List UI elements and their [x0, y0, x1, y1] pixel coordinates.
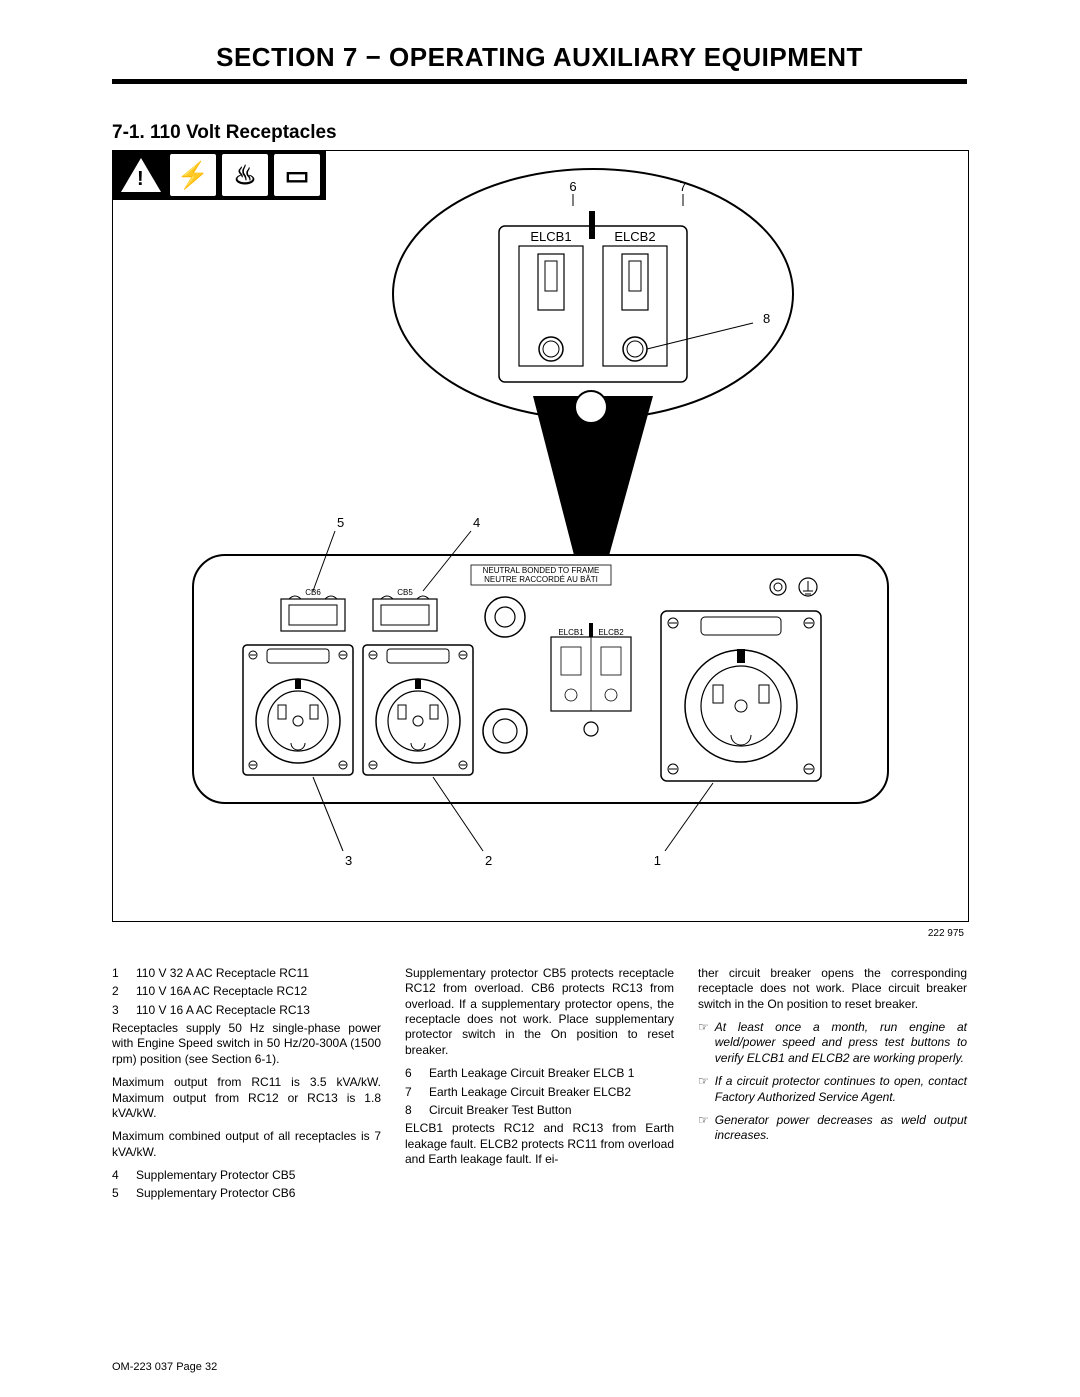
figure-svg: ELCB1 ELCB2 6 7 8 NEUTRAL BONDED TO FRAM… — [113, 151, 968, 921]
col1-p2: Maximum output from RC11 is 3.5 kVA/kW. … — [112, 1075, 381, 1121]
callout-3: 3 — [345, 853, 352, 868]
figure-reference-number: 222 975 — [928, 928, 964, 939]
callout-2: 2 — [485, 853, 492, 868]
title-rule — [112, 79, 967, 84]
col1-p3: Maximum combined output of all receptacl… — [112, 1129, 381, 1160]
note-hand-icon: ☞ — [698, 1020, 709, 1066]
section-title: SECTION 7 − OPERATING AUXILIARY EQUIPMEN… — [112, 42, 967, 73]
callout-5: 5 — [337, 515, 344, 530]
callout-4: 4 — [473, 515, 480, 530]
receptacle-rc13 — [243, 645, 353, 775]
item-7: Earth Leakage Circuit Breaker ELCB2 — [429, 1085, 631, 1100]
cb5-label: CB5 — [397, 588, 413, 597]
col2-p1: Supplementary protector CB5 protects rec… — [405, 966, 674, 1058]
item-2: 110 V 16A AC Receptacle RC12 — [136, 984, 307, 999]
col3-p1: ther circuit breaker opens the correspon… — [698, 966, 967, 1012]
description-columns: 1110 V 32 A AC Receptacle RC11 2110 V 16… — [112, 966, 967, 1205]
item-3: 110 V 16 A AC Receptacle RC13 — [136, 1003, 310, 1018]
small-elcb1: ELCB1 — [558, 628, 584, 637]
callout-6: 6 — [569, 179, 576, 194]
item-1: 110 V 32 A AC Receptacle RC11 — [136, 966, 309, 981]
page-footer: OM-223 037 Page 32 — [112, 1361, 217, 1373]
item-5: Supplementary Protector CB6 — [136, 1186, 295, 1201]
receptacle-rc11 — [661, 611, 821, 781]
note-3: Generator power decreases as weld output… — [715, 1113, 967, 1144]
elcb2-label: ELCB2 — [614, 229, 655, 244]
column-1: 1110 V 32 A AC Receptacle RC11 2110 V 16… — [112, 966, 381, 1205]
note-1: At least once a month, run engine at wel… — [715, 1020, 967, 1066]
column-2: Supplementary protector CB5 protects rec… — [405, 966, 674, 1205]
neutral-label-1: NEUTRAL BONDED TO FRAME — [483, 566, 600, 575]
neutral-label-2: NEUTRE RACCORDÉ AU BÂTI — [484, 575, 598, 584]
item-8: Circuit Breaker Test Button — [429, 1103, 572, 1118]
note-hand-icon: ☞ — [698, 1113, 709, 1144]
callout-7: 7 — [679, 179, 686, 194]
subsection-heading: 7-1. 110 Volt Receptacles — [112, 122, 967, 144]
callout-8: 8 — [763, 311, 770, 326]
callout-1: 1 — [654, 853, 661, 868]
note-2: If a circuit protector continues to open… — [715, 1074, 967, 1105]
elcb1-label: ELCB1 — [530, 229, 571, 244]
note-hand-icon: ☞ — [698, 1074, 709, 1105]
receptacle-rc12 — [363, 645, 473, 775]
column-3: ther circuit breaker opens the correspon… — [698, 966, 967, 1205]
col2-p2: ELCB1 protects RC12 and RC13 from Earth … — [405, 1121, 674, 1167]
item-6: Earth Leakage Circuit Breaker ELCB 1 — [429, 1066, 634, 1081]
col1-p1: Receptacles supply 50 Hz single-phase po… — [112, 1021, 381, 1067]
figure-container: ⚡ ♨ ▭ ELCB1 — [112, 150, 969, 922]
item-4: Supplementary Protector CB5 — [136, 1168, 295, 1183]
small-elcb2: ELCB2 — [598, 628, 624, 637]
